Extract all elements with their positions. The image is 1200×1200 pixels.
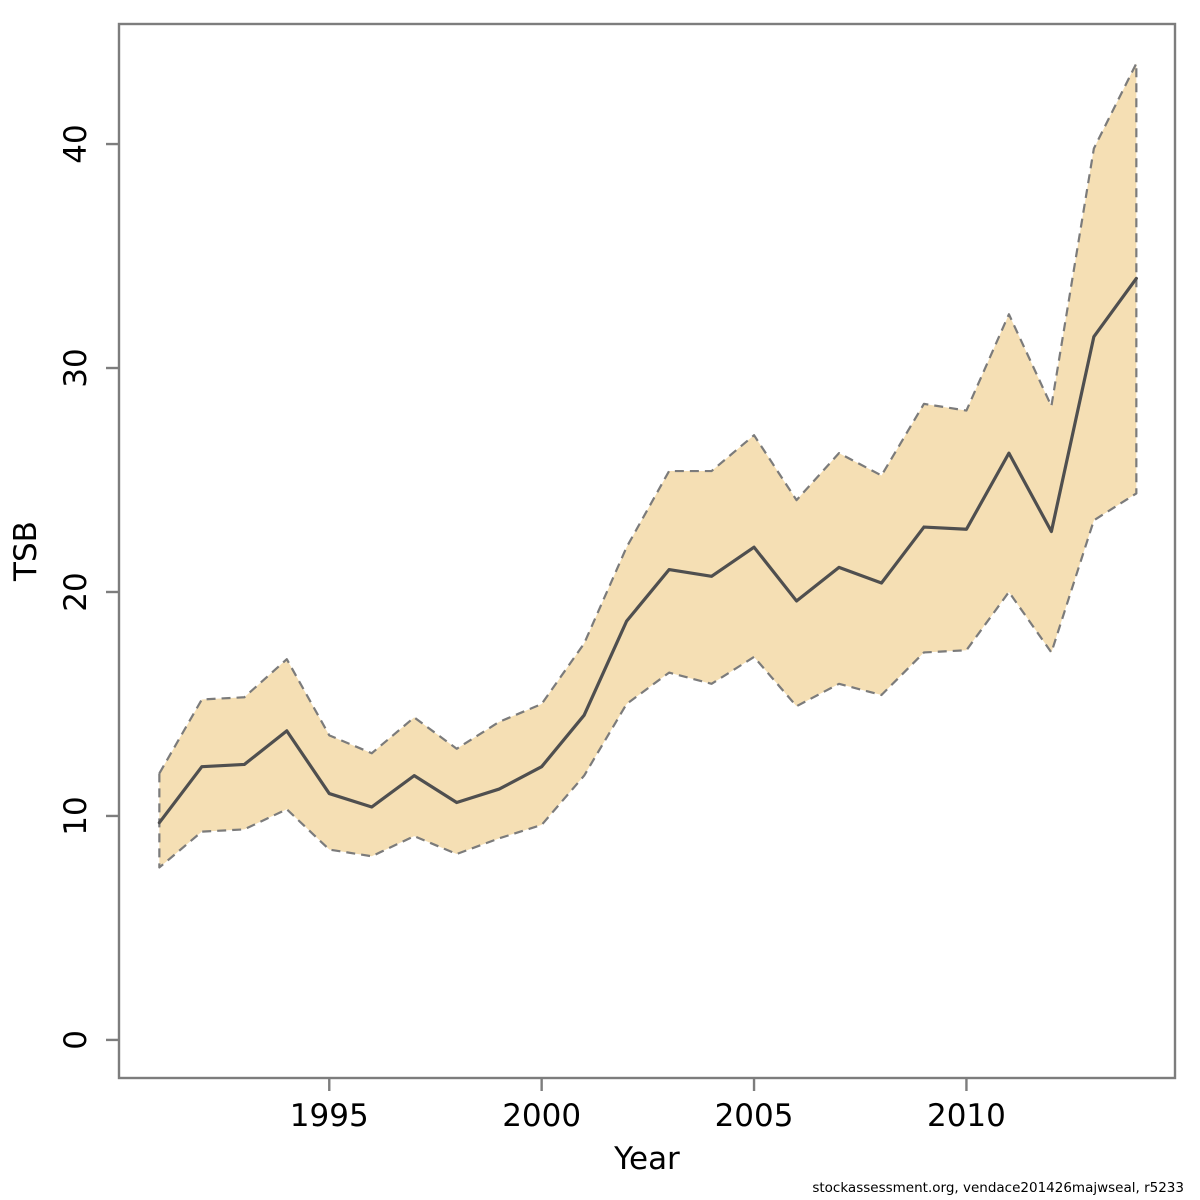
y-axis-label: TSB xyxy=(8,521,44,582)
confidence-band xyxy=(158,62,1138,869)
caption: stockassessment.org, vendace201426majwse… xyxy=(812,1180,1184,1196)
tsb-line xyxy=(157,276,1138,825)
x-tick-label: 1995 xyxy=(290,1098,369,1134)
y-tick-label: 20 xyxy=(58,572,94,611)
y-tick-label: 30 xyxy=(58,348,94,387)
y-tick-label: 40 xyxy=(58,124,94,163)
x-tick-label: 2005 xyxy=(715,1098,794,1134)
plot-box xyxy=(117,22,1177,1080)
x-tick-label: 2010 xyxy=(927,1098,1006,1134)
y-tick-label: 0 xyxy=(58,1030,94,1050)
x-axis-label: Year xyxy=(613,1141,680,1177)
x-tick-label: 2000 xyxy=(502,1098,581,1134)
y-tick-label: 10 xyxy=(58,796,94,835)
